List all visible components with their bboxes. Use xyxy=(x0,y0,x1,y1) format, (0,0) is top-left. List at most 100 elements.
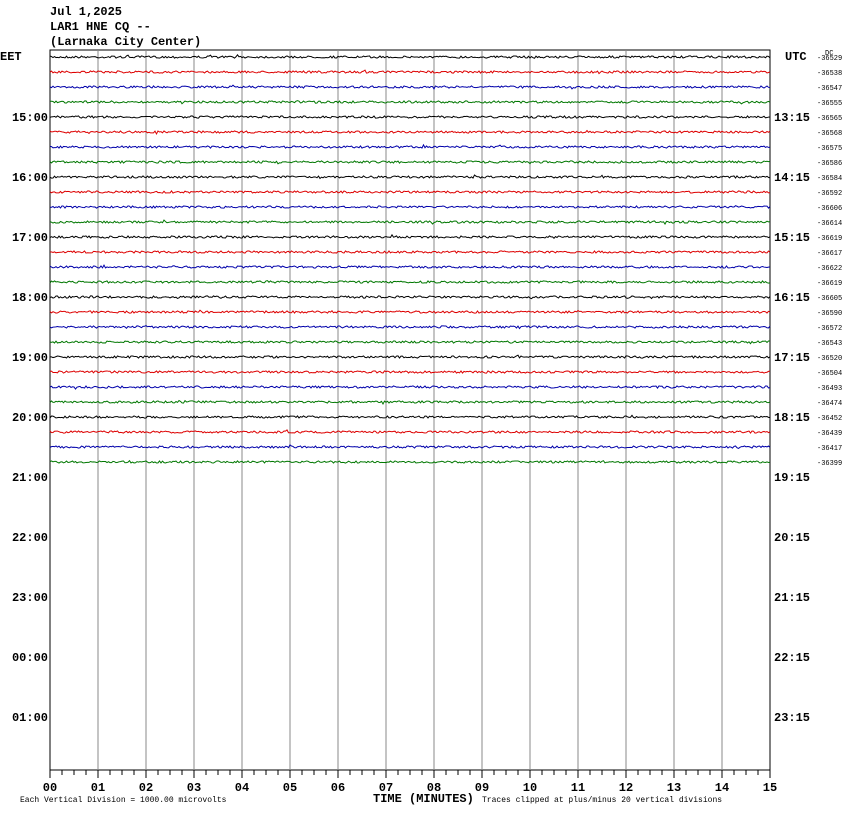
dc-value: -36493 xyxy=(817,385,842,393)
trace xyxy=(49,219,771,225)
x-axis-title: TIME (MINUTES) xyxy=(373,792,474,806)
clip-note: Traces clipped at plus/minus 20 vertical… xyxy=(482,796,722,805)
dc-value: -36605 xyxy=(817,295,842,303)
x-tick-label: 00 xyxy=(43,781,57,795)
right-time-label: 23:15 xyxy=(774,711,810,725)
left-time-label: 18:00 xyxy=(12,291,48,305)
left-time-label: 00:00 xyxy=(12,651,48,665)
x-tick-label: 13 xyxy=(667,781,681,795)
right-time-label: 21:15 xyxy=(774,591,810,605)
trace xyxy=(49,100,771,105)
dc-value: -36547 xyxy=(817,85,842,93)
dc-value: -36417 xyxy=(817,445,842,453)
x-tick-label: 12 xyxy=(619,781,633,795)
dc-value: -36586 xyxy=(817,160,842,168)
left-time-label: 17:00 xyxy=(12,231,48,245)
left-time-label: 15:00 xyxy=(12,111,48,125)
trace xyxy=(49,250,771,254)
left-time-label: 22:00 xyxy=(12,531,48,545)
trace xyxy=(49,295,771,300)
trace xyxy=(49,324,771,330)
left-time-label: 20:00 xyxy=(12,411,48,425)
trace xyxy=(49,129,771,136)
right-time-label: 17:15 xyxy=(774,351,810,365)
left-time-label: 23:00 xyxy=(12,591,48,605)
dc-value: -36572 xyxy=(817,325,842,333)
dc-value: -36575 xyxy=(817,145,842,153)
dc-value: -36592 xyxy=(817,190,842,198)
trace xyxy=(49,160,771,165)
dc-value: -36614 xyxy=(817,220,842,228)
x-tick-label: 09 xyxy=(475,781,489,795)
trace xyxy=(49,143,771,149)
right-axis-title: UTC xyxy=(785,50,807,64)
trace xyxy=(49,264,771,269)
dc-value: -36543 xyxy=(817,340,842,348)
dc-value: -36568 xyxy=(817,130,842,138)
trace xyxy=(49,414,771,419)
trace xyxy=(49,174,771,180)
left-axis-title: EET xyxy=(0,50,22,64)
x-tick-label: 03 xyxy=(187,781,201,795)
left-time-label: 19:00 xyxy=(12,351,48,365)
trace xyxy=(49,69,771,75)
header-line: LAR1 HNE CQ -- xyxy=(50,20,151,34)
right-time-label: 16:15 xyxy=(774,291,810,305)
dc-value: -36590 xyxy=(817,310,842,318)
dc-value: -36399 xyxy=(817,460,842,468)
dc-value: -36606 xyxy=(817,205,842,213)
dc-value: -36619 xyxy=(817,280,842,288)
dc-value: -36520 xyxy=(817,355,842,363)
trace xyxy=(49,429,771,434)
x-tick-label: 15 xyxy=(763,781,777,795)
right-time-label: 14:15 xyxy=(774,171,810,185)
x-tick-label: 05 xyxy=(283,781,297,795)
scale-note: Each Vertical Division = 1000.00 microvo… xyxy=(20,796,227,805)
dc-value: -36565 xyxy=(817,115,842,123)
dc-value: -36538 xyxy=(817,70,842,78)
right-time-label: 19:15 xyxy=(774,471,810,485)
trace xyxy=(49,115,771,119)
trace xyxy=(49,370,771,374)
trace xyxy=(49,233,771,240)
right-time-label: 15:15 xyxy=(774,231,810,245)
right-time-label: 22:15 xyxy=(774,651,810,665)
x-tick-label: 02 xyxy=(139,781,153,795)
trace xyxy=(49,354,771,359)
trace xyxy=(49,459,771,464)
left-time-label: 21:00 xyxy=(12,471,48,485)
dc-value: -36439 xyxy=(817,430,842,438)
x-tick-label: 11 xyxy=(571,781,585,795)
trace xyxy=(49,340,771,345)
dc-value: -36474 xyxy=(817,400,842,408)
right-time-label: 13:15 xyxy=(774,111,810,125)
trace xyxy=(49,53,771,59)
dc-value: -36504 xyxy=(817,370,842,378)
dc-value: -36452 xyxy=(817,415,842,423)
dc-value: -36529 xyxy=(817,55,842,63)
trace xyxy=(49,190,771,194)
trace xyxy=(49,280,771,284)
left-time-label: 01:00 xyxy=(12,711,48,725)
dc-value: -36555 xyxy=(817,100,842,108)
x-tick-label: 08 xyxy=(427,781,441,795)
dc-value: -36584 xyxy=(817,175,842,183)
dc-value: -36617 xyxy=(817,250,842,258)
left-time-label: 16:00 xyxy=(12,171,48,185)
header-line: (Larnaka City Center) xyxy=(50,35,201,49)
trace xyxy=(49,84,771,90)
trace xyxy=(49,399,771,406)
x-tick-label: 14 xyxy=(715,781,729,795)
x-tick-label: 04 xyxy=(235,781,249,795)
trace xyxy=(49,444,771,450)
header-line: Jul 1,2025 xyxy=(50,5,122,19)
dc-value: -36622 xyxy=(817,265,842,273)
x-tick-label: 07 xyxy=(379,781,393,795)
dc-value: -36619 xyxy=(817,235,842,243)
x-tick-label: 06 xyxy=(331,781,345,795)
x-tick-label: 01 xyxy=(91,781,105,795)
dc-title: DC xyxy=(825,50,833,58)
